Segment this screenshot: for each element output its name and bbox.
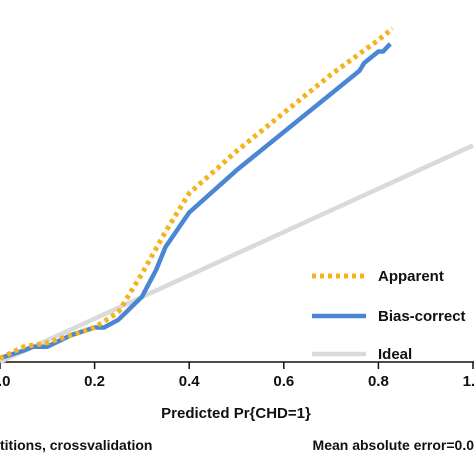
series-line-bias-corrected bbox=[0, 42, 392, 361]
series-line-apparent bbox=[0, 26, 395, 361]
legend-label-apparent: Apparent bbox=[378, 268, 444, 285]
x-axis-ticks bbox=[0, 362, 474, 369]
x-tick-label-2: 0.4 bbox=[179, 373, 201, 390]
x-tick-label-5: 1.0 bbox=[463, 373, 474, 390]
x-tick-labels: 0.0 0.2 0.4 0.6 0.8 1.0 bbox=[0, 373, 474, 390]
x-tick-label-0: 0.0 bbox=[0, 373, 10, 390]
legend-label-bias-corrected: Bias-correct bbox=[378, 308, 466, 325]
footnote-left: titions, crossvalidation bbox=[0, 437, 152, 453]
footnote-right: Mean absolute error=0.0 bbox=[313, 437, 474, 453]
plot-area: 0.0 0.2 0.4 0.6 0.8 1.0 bbox=[0, 26, 474, 390]
series-line-ideal bbox=[0, 143, 474, 365]
legend: Apparent Bias-correct Ideal bbox=[312, 268, 466, 363]
x-tick-label-4: 0.8 bbox=[368, 373, 389, 390]
x-axis-title: Predicted Pr{CHD=1} bbox=[161, 405, 311, 422]
x-tick-label-1: 0.2 bbox=[84, 373, 105, 390]
series-layer bbox=[0, 26, 474, 365]
legend-label-ideal: Ideal bbox=[378, 346, 412, 363]
x-tick-label-3: 0.6 bbox=[273, 373, 294, 390]
